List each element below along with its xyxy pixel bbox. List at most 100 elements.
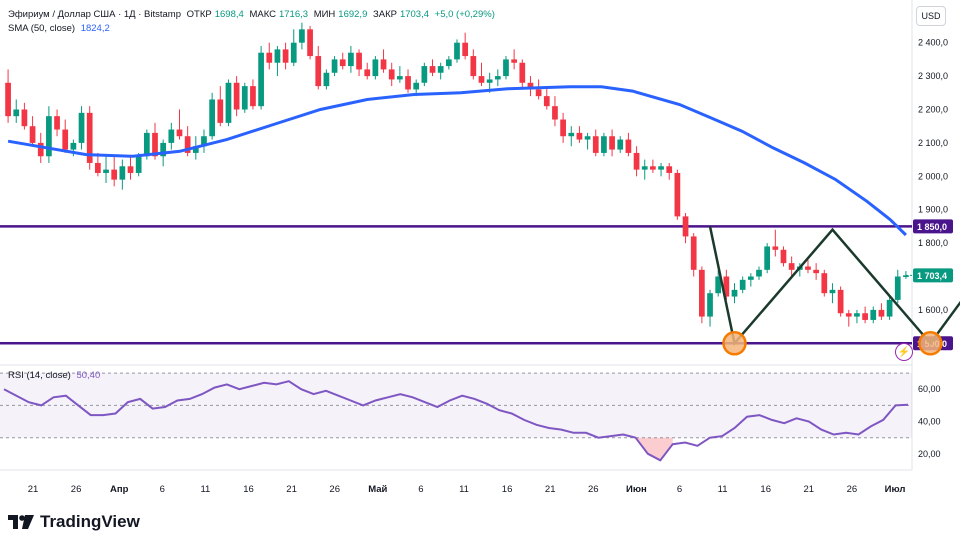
low-label: МИН: [313, 9, 336, 20]
time-tick-label: 11: [200, 484, 210, 495]
candle-body: [192, 146, 199, 153]
candle-body: [552, 106, 558, 120]
candle-body: [405, 76, 411, 90]
tradingview-logo[interactable]: TradingView: [8, 512, 140, 532]
candle-body: [837, 289, 844, 314]
time-tick-label: 6: [418, 484, 423, 495]
candle-body: [805, 266, 811, 270]
price-tick-label: 2 200,0: [918, 105, 948, 115]
candle-body: [413, 82, 420, 90]
candle-body: [152, 132, 158, 157]
candle-body: [903, 275, 909, 278]
currency-button[interactable]: USD: [916, 6, 946, 26]
high-label: МАКС: [249, 9, 276, 20]
price-tick-label: 1 800,0: [918, 238, 948, 248]
low-value: 1692,9: [338, 9, 368, 20]
time-tick-label: 21: [545, 484, 556, 495]
candle-body: [380, 59, 387, 70]
candle-body: [560, 119, 566, 137]
candle-body: [331, 59, 338, 73]
candle-body: [601, 136, 607, 153]
candle-body: [641, 166, 648, 170]
candle-body: [764, 246, 771, 270]
candle-body: [845, 313, 852, 317]
candle-body: [421, 66, 428, 83]
candle-body: [788, 263, 795, 270]
candle-body: [445, 59, 452, 67]
rsi-legend[interactable]: RSI (14, close) 50,40: [8, 370, 103, 381]
candle-body: [258, 52, 264, 107]
candle-body: [576, 132, 583, 140]
candle-body: [519, 62, 526, 83]
candle-body: [21, 109, 28, 127]
candle-body: [894, 276, 901, 300]
candle-body: [46, 116, 52, 157]
candle-body: [397, 76, 403, 80]
candle-body: [54, 116, 60, 130]
candle-body: [290, 42, 297, 63]
symbol-header: Эфириум / Доллар США · 1Д · Bitstamp ОТК…: [8, 9, 498, 20]
rsi-tick-label: 20,00: [918, 449, 941, 459]
flash-icon[interactable]: ⚡: [895, 343, 913, 361]
sma-legend[interactable]: SMA (50, close) 1824,2: [8, 23, 113, 34]
candle-body: [282, 49, 289, 63]
open-label: ОТКР: [186, 9, 212, 20]
candle-body: [747, 276, 754, 280]
candle-body: [29, 126, 36, 143]
candle-body: [821, 273, 828, 294]
candle-body: [829, 289, 836, 294]
candle-body: [617, 139, 624, 150]
time-tick-label: 16: [502, 484, 513, 495]
rsi-tick-label: 60,00: [918, 384, 941, 394]
symbol-name[interactable]: Эфириум / Доллар США · 1Д · Bitstamp: [8, 9, 182, 20]
candle-body: [103, 169, 109, 173]
candles: [5, 22, 909, 327]
candle-body: [625, 139, 632, 153]
candle-body: [429, 66, 436, 73]
time-tick-label: 26: [71, 484, 82, 495]
candle-body: [217, 99, 224, 123]
candle-body: [372, 59, 379, 77]
candle-body: [160, 142, 167, 157]
candle-body: [233, 82, 240, 110]
level-price-tag: [913, 219, 953, 234]
candle-body: [176, 129, 183, 137]
candle-body: [690, 236, 697, 270]
price-tick-label: 2 000,0: [918, 171, 948, 181]
candle-body: [633, 152, 640, 170]
candle-body: [535, 89, 542, 97]
candle-body: [854, 313, 860, 317]
candle-body: [241, 86, 248, 110]
candle-body: [225, 82, 232, 123]
price-tick-label: 2 400,0: [918, 38, 948, 48]
candle-body: [209, 99, 215, 137]
last-price-tag: [913, 268, 953, 283]
candle-body: [707, 293, 713, 317]
candle-body: [62, 129, 69, 150]
candle-body: [127, 166, 134, 173]
candle-body: [184, 136, 191, 153]
level-price-label: 1 850,0: [917, 222, 947, 232]
candle-body: [609, 136, 615, 150]
candle-body: [658, 166, 664, 170]
candle-body: [339, 59, 346, 67]
close-label: ЗАКР: [373, 9, 397, 20]
time-tick-label: Июн: [626, 484, 647, 495]
candle-body: [299, 29, 305, 43]
candle-body: [568, 132, 575, 137]
candle-body: [511, 59, 517, 63]
time-tick-label: 21: [286, 484, 297, 495]
candle-body: [201, 136, 207, 147]
candle-body: [543, 96, 550, 107]
candle-body: [135, 156, 142, 173]
candle-body: [886, 299, 893, 317]
time-tick-label: 16: [760, 484, 771, 495]
candle-body: [682, 216, 689, 237]
candle-body: [437, 66, 444, 73]
candle-body: [315, 56, 322, 87]
candle-body: [168, 129, 175, 143]
close-value: 1703,4: [399, 9, 430, 20]
candle-body: [503, 59, 509, 77]
candle-body: [592, 136, 599, 153]
